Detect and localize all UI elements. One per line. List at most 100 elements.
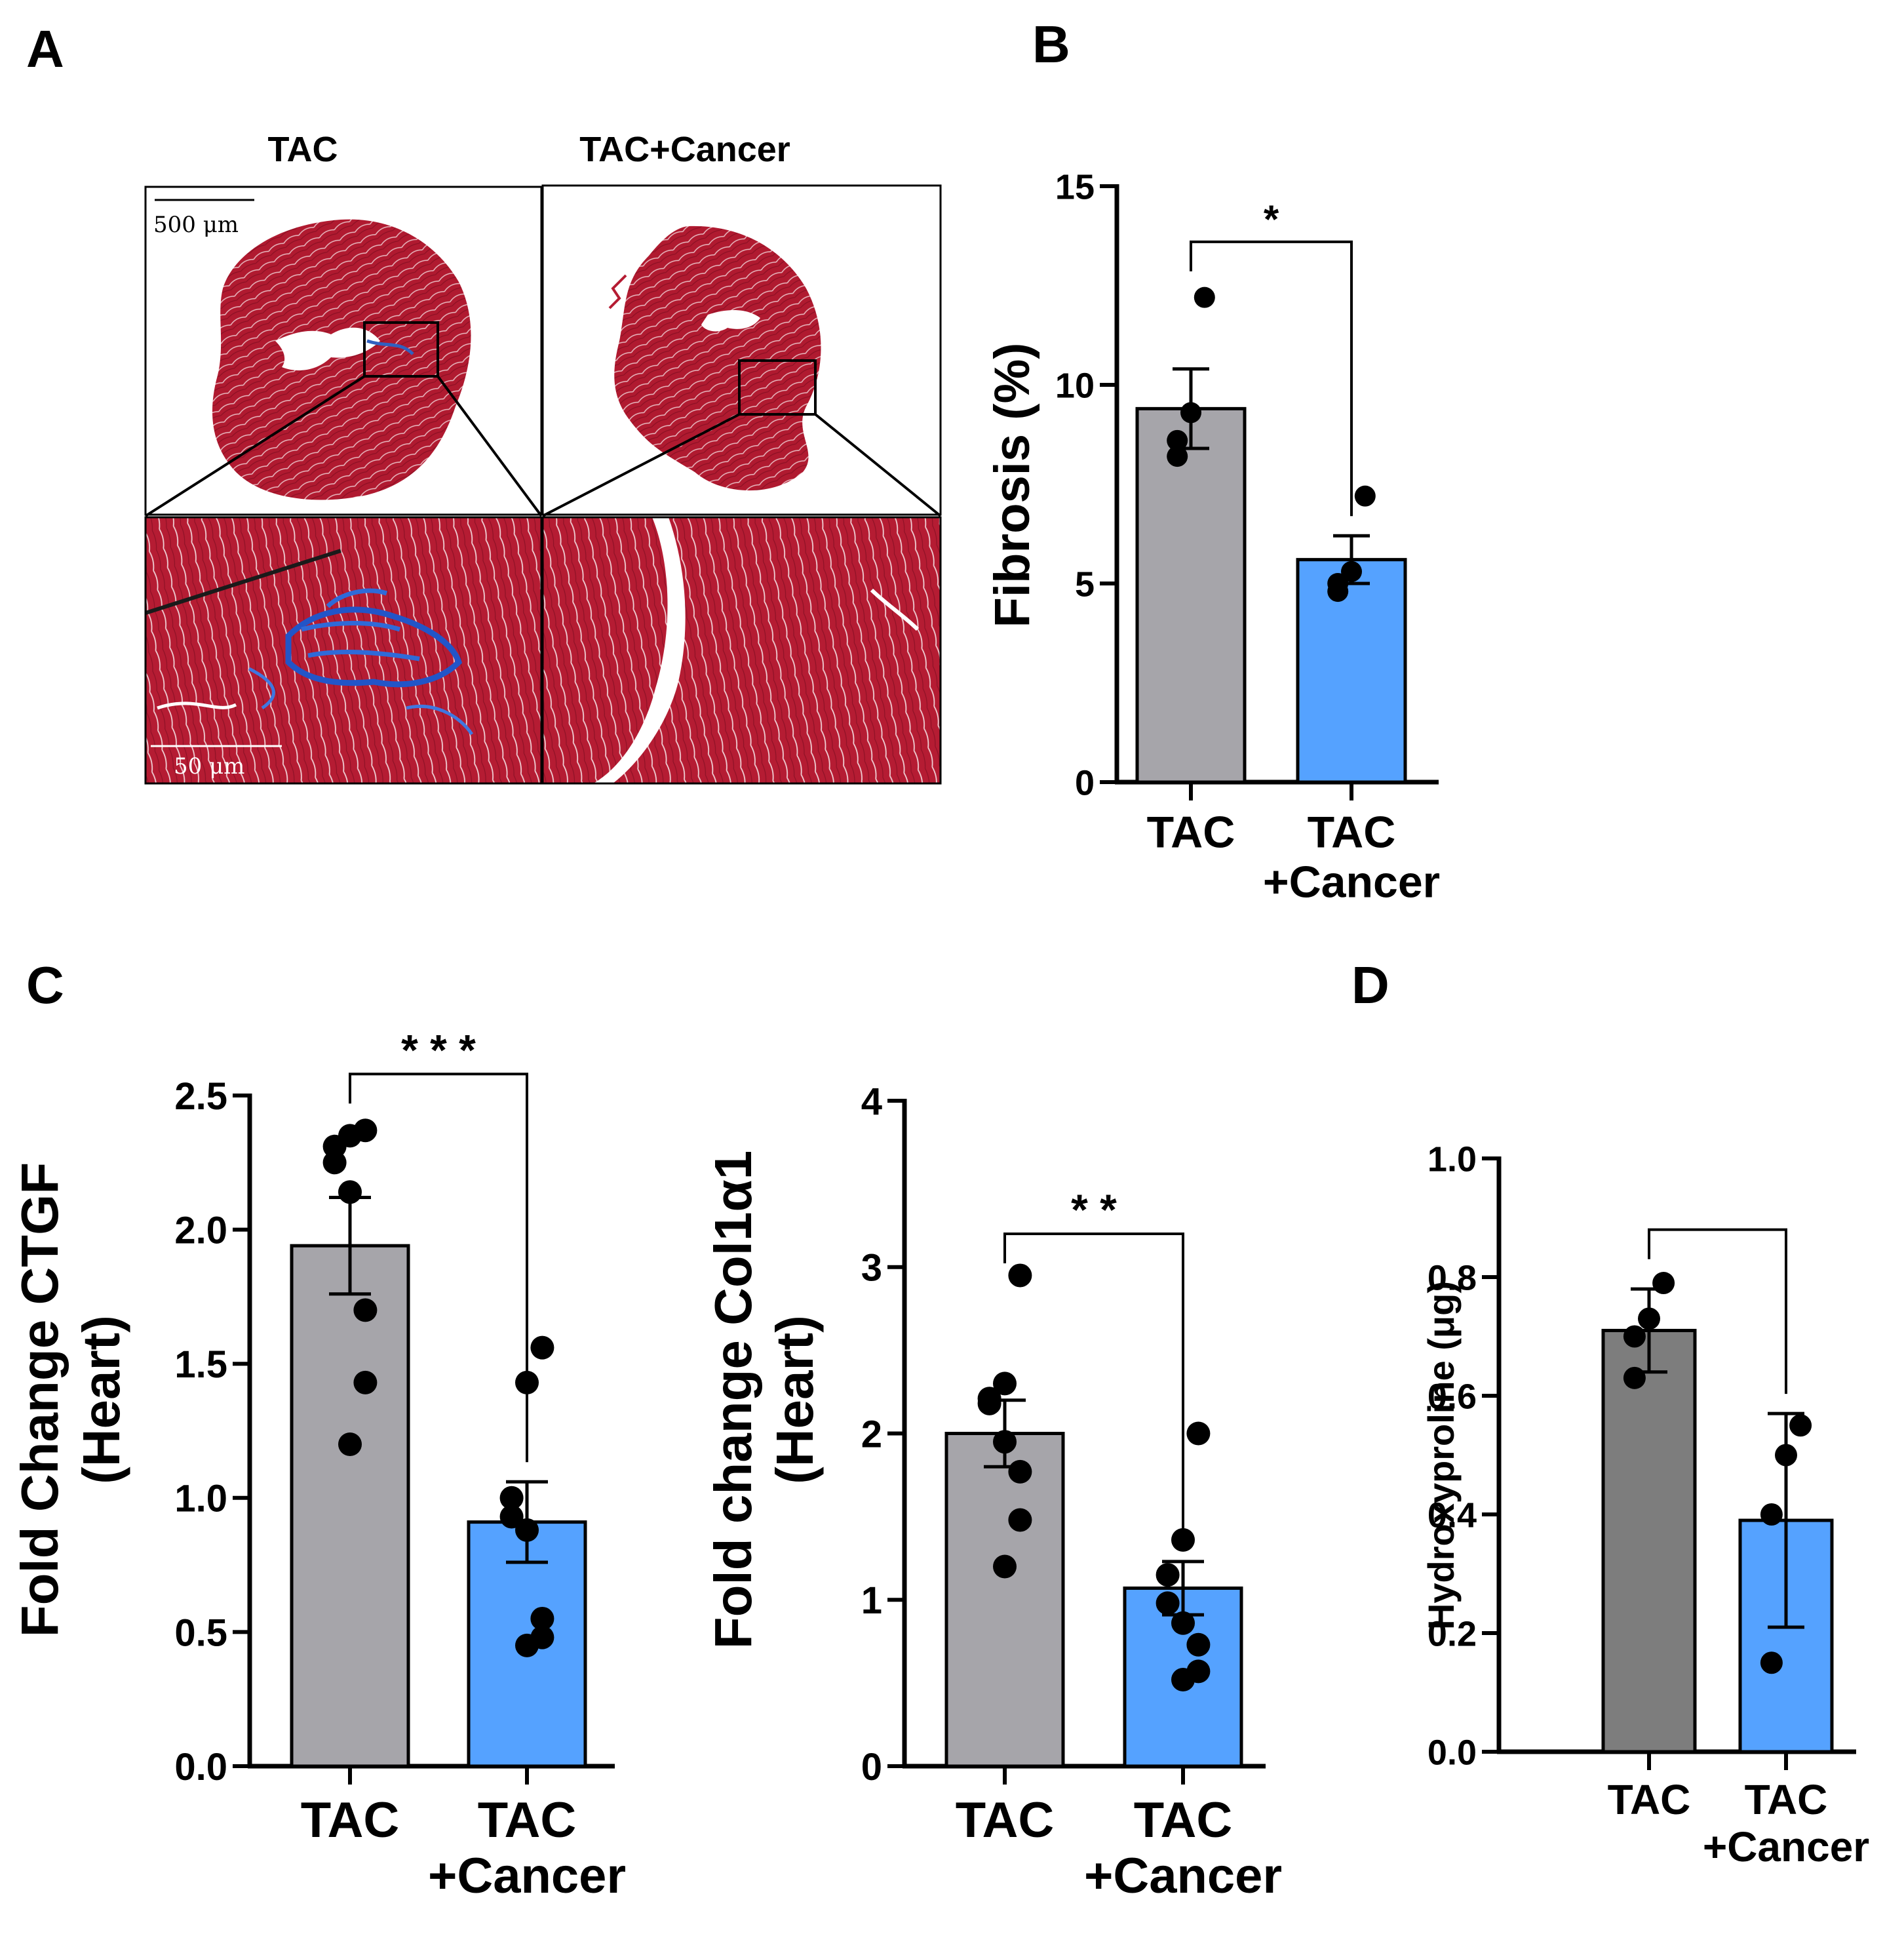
bar-0 (290, 1244, 410, 1768)
x-category-label: TAC (956, 1792, 1055, 1848)
y-tick-label: 1.0 (1428, 1139, 1477, 1179)
x-category-label: TAC (301, 1792, 400, 1848)
x-category-label: +Cancer (428, 1848, 626, 1904)
data-point (1171, 1668, 1195, 1692)
data-point (1341, 561, 1362, 582)
data-point (1623, 1366, 1646, 1389)
y-tick-label: 4 (861, 1080, 882, 1123)
data-point (353, 1370, 378, 1394)
chart-d: D 0.0 0.2 0.4 0.6 0.8 1.0 Hydroxyproline (μg) TA… (1351, 956, 1869, 1870)
data-point (1180, 402, 1201, 424)
data-point (1156, 1591, 1180, 1615)
y-axis-label: (Heart) (72, 1315, 130, 1484)
data-point (1186, 1421, 1211, 1446)
y-tick-label: 0 (861, 1746, 882, 1788)
x-category-label: TAC (1308, 807, 1396, 857)
panel-letter-c: C (26, 956, 64, 1014)
y-tick-label: 0.0 (174, 1746, 227, 1788)
y-tick-label: 0.2 (1428, 1614, 1477, 1653)
data-point (1652, 1272, 1675, 1295)
data-point (993, 1430, 1017, 1454)
tac-magnified-image: 50 μm (146, 517, 541, 783)
bar-1 (1296, 558, 1407, 784)
data-point (322, 1151, 347, 1175)
data-point (515, 1633, 539, 1657)
data-point (338, 1180, 362, 1204)
data-point (1194, 286, 1215, 308)
histology-label-tac: TAC (268, 130, 338, 169)
data-point (1167, 429, 1188, 451)
y-axis-label: Fold change Col1α1 (704, 1151, 762, 1649)
histology-label-tac-cancer: TAC+Cancer (579, 130, 790, 169)
data-point (1167, 446, 1188, 467)
tac-heart-section-image: 500 μm (144, 186, 543, 516)
data-point (1008, 1459, 1032, 1484)
x-category-label: TAC (1134, 1792, 1233, 1848)
y-tick-label: 3 (861, 1247, 882, 1290)
x-category-label: TAC (1147, 807, 1235, 857)
data-point (1327, 581, 1349, 602)
y-tick-label: 1.0 (174, 1478, 227, 1520)
y-tick-label: 0.6 (1428, 1377, 1477, 1416)
y-tick-label: 1.5 (174, 1343, 227, 1386)
y-axis-label: (Heart) (766, 1315, 824, 1484)
x-category-label: +Cancer (1084, 1848, 1282, 1904)
significance-bracket (349, 1073, 528, 1463)
data-point (1186, 1632, 1211, 1657)
x-category-label: TAC (1745, 1776, 1828, 1823)
data-point (530, 1335, 554, 1360)
data-point (1354, 485, 1376, 507)
data-point (530, 1606, 554, 1630)
significance-label: * * (1071, 1185, 1117, 1234)
significance-bracket (1648, 1228, 1787, 1394)
data-point (1638, 1307, 1660, 1330)
y-axis-label: Hydroxyproline (μg) (1420, 1281, 1462, 1630)
data-point (515, 1518, 539, 1542)
data-point (1156, 1563, 1180, 1587)
y-tick-label: 1 (861, 1579, 882, 1622)
panel-letter-b: B (1032, 15, 1070, 73)
y-tick-label: 2 (861, 1413, 882, 1455)
panel-a: A TAC TAC+Cancer 500 μm (26, 20, 942, 785)
y-tick-label: 0 (1075, 763, 1095, 802)
data-point (499, 1486, 524, 1510)
data-point (993, 1554, 1017, 1579)
y-tick-label: 15 (1055, 167, 1095, 207)
scale-bar-50um-label: 50 μm (174, 753, 244, 780)
y-tick-label: 0.5 (174, 1611, 227, 1654)
scale-bar-500um-label: 500 μm (153, 212, 239, 238)
data-point (993, 1372, 1017, 1396)
significance-bracket (1190, 240, 1353, 517)
y-tick-label: 0.0 (1428, 1733, 1477, 1772)
data-point (499, 1505, 524, 1529)
data-point (1171, 1611, 1195, 1635)
chart-c: C 0.0 0.5 1.0 1.5 2.0 2.5 Fold Change CTGF (Hear… (10, 956, 626, 1904)
data-point (977, 1391, 1001, 1415)
y-tick-label: 10 (1055, 366, 1095, 405)
x-category-label: TAC (478, 1792, 577, 1848)
significance-label: * * * (401, 1025, 476, 1074)
y-tick-label: 0.4 (1428, 1495, 1477, 1535)
y-tick-label: 0.8 (1428, 1258, 1477, 1297)
data-point (1760, 1503, 1783, 1526)
y-axis-label: Fold Change CTGF (10, 1162, 69, 1637)
panel-letter-d: D (1351, 956, 1389, 1014)
data-point (1789, 1414, 1812, 1437)
bar-0 (1135, 406, 1247, 784)
x-category-label: +Cancer (1263, 858, 1440, 907)
significance-label: * (1264, 197, 1279, 241)
y-tick-label: 2.5 (174, 1075, 227, 1118)
data-point (1008, 1508, 1032, 1532)
y-tick-label: 2.0 (174, 1209, 227, 1252)
data-point (1623, 1325, 1646, 1348)
tac-cancer-heart-section-image (541, 184, 942, 516)
data-point (1760, 1651, 1783, 1674)
data-point (353, 1298, 378, 1322)
x-category-label: +Cancer (1703, 1823, 1869, 1870)
panel-letter-a: A (26, 20, 64, 78)
data-point (338, 1432, 362, 1456)
bar-0 (944, 1432, 1065, 1768)
